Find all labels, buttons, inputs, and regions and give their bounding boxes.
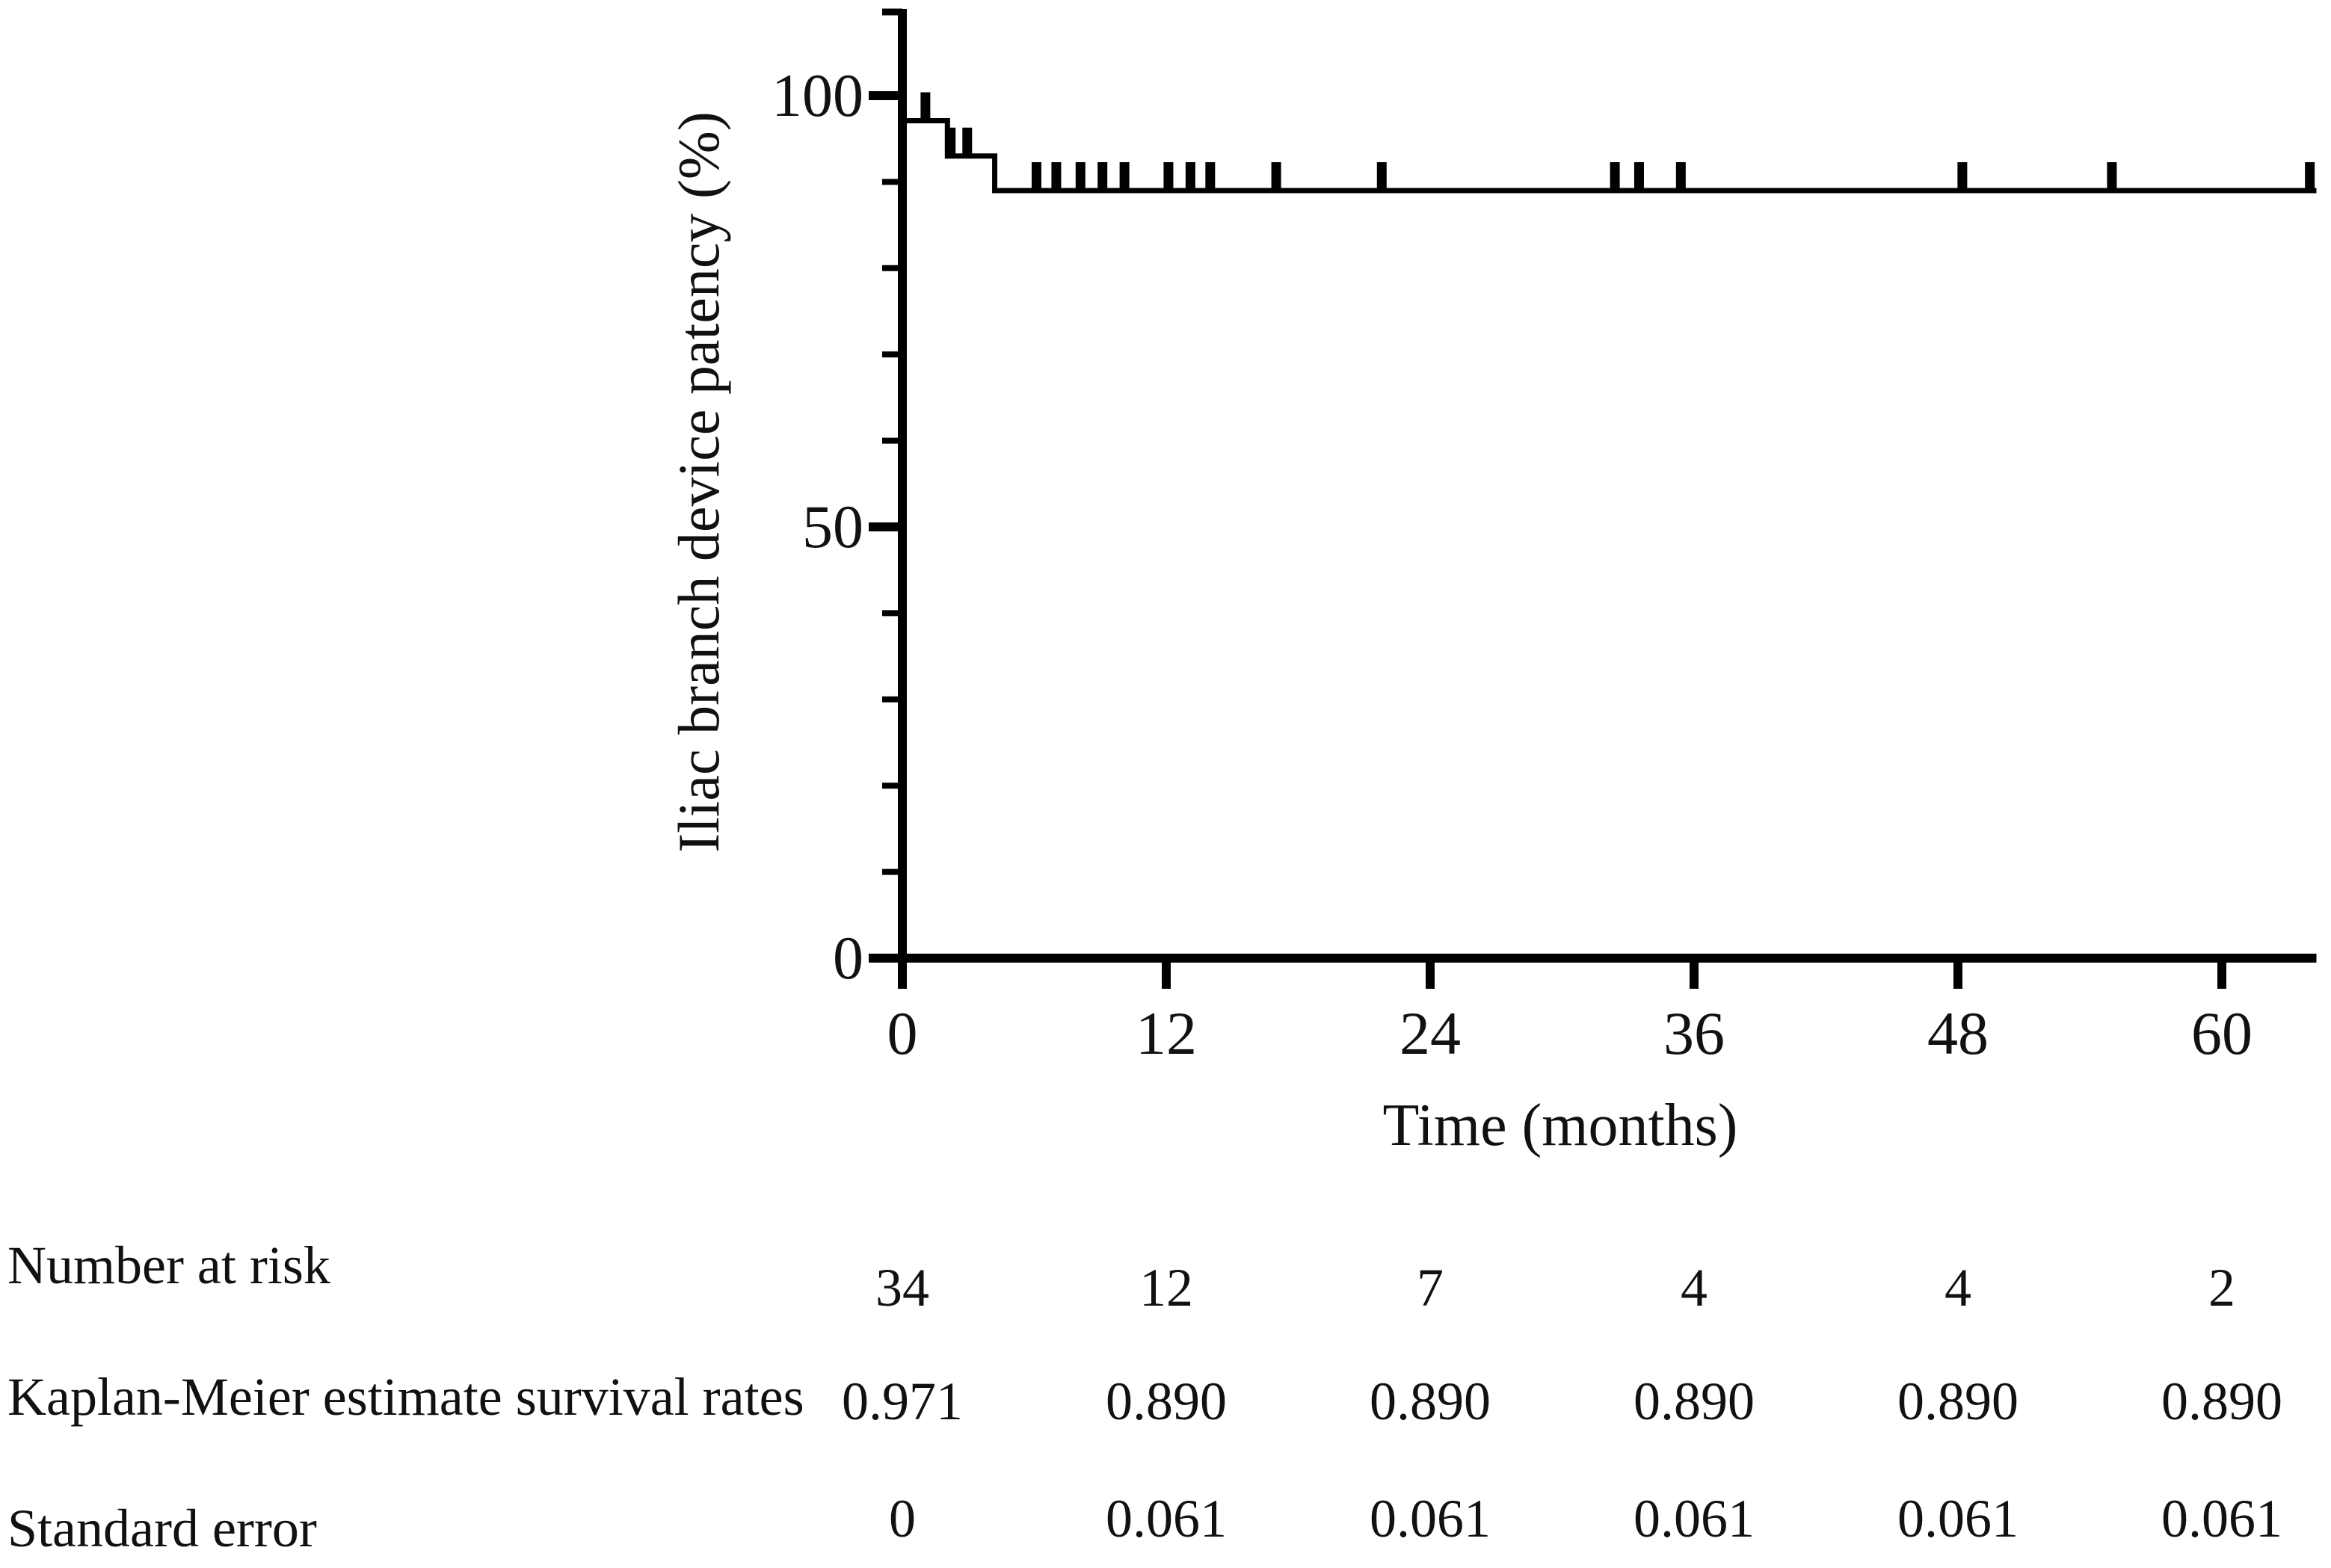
x-axis-title: Time (months)	[1382, 1093, 1738, 1158]
risk-table-value: 4	[1681, 1258, 1708, 1318]
risk-table-value: 0.890	[2161, 1371, 2282, 1431]
risk-table-row-label: Standard error	[7, 1498, 317, 1558]
y-axis-title: Iliac branch device patency (%)	[666, 111, 731, 853]
risk-table-value: 0.061	[2161, 1489, 2282, 1549]
risk-table-value: 0.061	[1370, 1489, 1491, 1549]
x-tick-label: 36	[1663, 999, 1725, 1067]
risk-table-value: 0.890	[1370, 1371, 1491, 1431]
risk-table-value: 4	[1944, 1258, 1971, 1318]
risk-table-value: 0.890	[1897, 1371, 2019, 1431]
risk-table-value: 0.061	[1106, 1489, 1227, 1549]
risk-table-value: 0.890	[1106, 1371, 1227, 1431]
risk-table-value: 0.971	[842, 1371, 963, 1431]
risk-table-row-label: Number at risk	[7, 1235, 330, 1295]
y-tick-label: 100	[772, 61, 863, 129]
y-tick-label: 0	[833, 924, 863, 992]
km-curve	[902, 117, 2317, 194]
risk-table-row-label: Kaplan-Meier estimate survival rates	[7, 1367, 804, 1427]
risk-table-value: 12	[1139, 1258, 1193, 1318]
risk-table-value: 34	[875, 1258, 929, 1318]
risk-table-value: 7	[1417, 1258, 1444, 1318]
x-tick-label: 0	[887, 999, 918, 1067]
risk-table-value: 0.061	[1897, 1489, 2019, 1549]
x-tick-label: 24	[1399, 999, 1461, 1067]
risk-table-value: 2	[2208, 1258, 2235, 1318]
risk-table-value: 0.061	[1633, 1489, 1755, 1549]
x-tick-label: 12	[1136, 999, 1197, 1067]
x-tick-label: 60	[2191, 999, 2253, 1067]
x-tick-label: 48	[1927, 999, 1989, 1067]
y-tick-label: 50	[802, 493, 863, 561]
risk-table-value: 0.890	[1633, 1371, 1755, 1431]
risk-table-value: 0	[889, 1489, 916, 1549]
